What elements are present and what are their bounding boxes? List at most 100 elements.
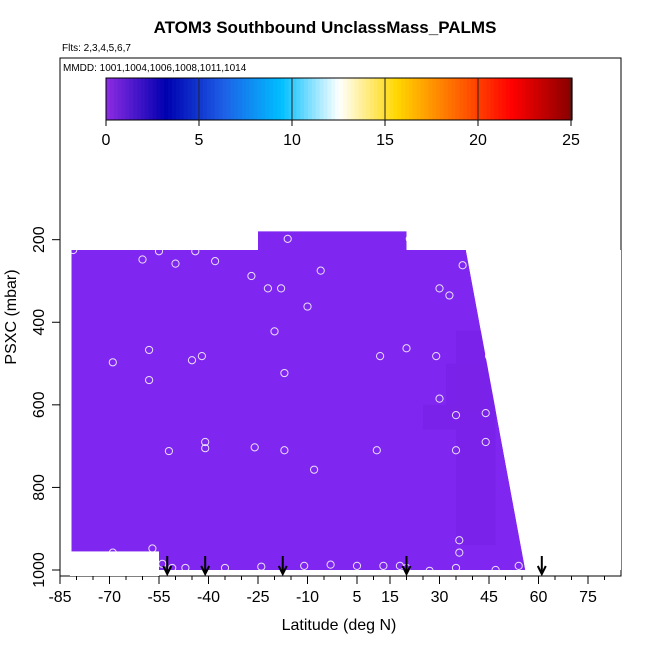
colorbar: MMDD: 1001,1004,1006,1008,1011,1014 0 5 10… (63, 63, 580, 149)
arrows-layer (162, 556, 547, 577)
colorbar-segment (261, 78, 266, 120)
colorbar-segment (113, 78, 119, 120)
y-axis-label: PSXC (mbar) (3, 269, 20, 364)
colorbar-segment (385, 78, 391, 120)
colorbar-segment (424, 78, 429, 120)
colorbar-segment (222, 78, 227, 120)
sample-point (270, 327, 279, 336)
colorbar-segment (160, 78, 165, 120)
colorbar-segment (498, 78, 503, 120)
x-axis-label: Latitude (deg N) (282, 617, 397, 634)
colorbar-segment (416, 78, 422, 120)
sample-point (280, 446, 289, 455)
colorbar-segment (121, 78, 127, 120)
sample-point (283, 234, 292, 243)
colorbar-tick-label: 20 (469, 132, 487, 149)
field-layer (69, 231, 621, 576)
colorbar-segment (292, 78, 297, 120)
sample-point (326, 560, 335, 569)
sample-point (484, 352, 494, 361)
flight-arrow (200, 556, 211, 577)
colorbar-segment (482, 78, 488, 120)
sample-point (379, 561, 388, 570)
colorbar-segment (133, 78, 138, 120)
colorbar-segment (218, 78, 224, 120)
colorbar-segment (408, 78, 414, 120)
x-tick-label: -25 (246, 589, 269, 606)
sample-point (148, 544, 157, 553)
flight-arrow-head (277, 565, 288, 577)
colorbar-segment (137, 78, 142, 120)
flight-arrow (162, 556, 173, 577)
colorbar-segment (335, 78, 340, 120)
sample-point (247, 271, 256, 281)
y-tick-label: 800 (31, 474, 48, 501)
colorbar-segment (195, 78, 200, 120)
colorbar-segment (358, 78, 363, 120)
colorbar-segment (203, 78, 208, 120)
sample-point (108, 358, 117, 367)
colorbar-segment (568, 78, 573, 120)
x-tick-label: 60 (530, 589, 548, 606)
colorbar-segment (300, 78, 305, 120)
colorbar-segment (276, 78, 282, 120)
colorbar-segment (187, 78, 193, 120)
colorbar-segment (346, 78, 352, 120)
flight-arrow (536, 556, 547, 577)
colorbar-segment (439, 78, 445, 120)
colorbar-segment (354, 78, 360, 120)
colorbar-segment (199, 78, 204, 120)
colorbar-segment (451, 78, 457, 120)
colorbar-segment (234, 78, 239, 120)
colorbar-segment (381, 78, 387, 120)
colorbar-segment (412, 78, 418, 120)
x-tick-label: -55 (147, 589, 170, 606)
x-tick-label: -85 (48, 589, 71, 606)
colorbar-segment (474, 78, 480, 120)
sample-point (451, 563, 461, 573)
colorbar-tick-label: 10 (283, 132, 301, 149)
colorbar-segment (226, 78, 231, 120)
colorbar-segment (117, 78, 123, 120)
colorbar-segment (168, 78, 173, 120)
colorbar-segment (405, 78, 410, 120)
colorbar-segment (420, 78, 426, 120)
flight-arrow-head (200, 565, 211, 577)
colorbar-segment (148, 78, 154, 120)
colorbar-segment (315, 78, 321, 120)
colorbar-segment (486, 78, 492, 120)
colorbar-segment (206, 78, 212, 120)
colorbar-segment (327, 78, 332, 120)
sample-point (69, 245, 78, 255)
mmdd-label: MMDD: 1001,1004,1006,1008,1011,1014 (63, 63, 247, 74)
y-tick-label: 1000 (31, 552, 48, 588)
colorbar-segment (556, 78, 561, 120)
colorbar-segment (106, 78, 111, 120)
colorbar-segment (183, 78, 189, 120)
sample-point (145, 345, 154, 355)
sample-point (300, 561, 309, 570)
colorbar-segment (109, 78, 115, 120)
colorbar-segment (401, 78, 406, 120)
colorbar-segment (172, 78, 177, 120)
colorbar-segment (342, 78, 348, 120)
sample-point (425, 566, 434, 575)
colorbar-segment (521, 78, 526, 120)
sample-point (303, 302, 312, 311)
colorbar-segment (560, 78, 565, 120)
sample-point (352, 561, 362, 570)
colorbar-segment (129, 78, 134, 120)
sample-point (316, 266, 325, 275)
colorbar-segment (179, 78, 185, 120)
colorbar-segment (350, 78, 356, 120)
colorbar-segment (463, 78, 468, 120)
colorbar-segment (280, 78, 286, 120)
colorbar-segment (525, 78, 530, 120)
y-tick-label: 200 (31, 226, 48, 253)
axes-layer: -85 -70 -55 -40 -25 -10 5 15 30 45 60 75 200 400 600 80… (31, 226, 605, 606)
colorbar-segment (230, 78, 235, 120)
sample-point (432, 352, 441, 361)
sample-point (263, 284, 272, 293)
colorbar-segment (214, 78, 220, 120)
